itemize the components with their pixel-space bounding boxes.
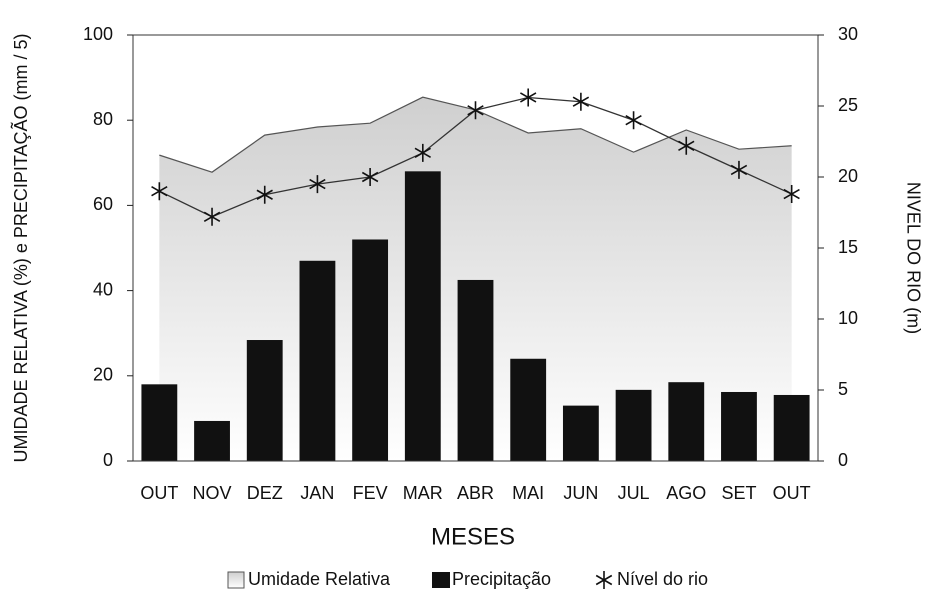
y2-tick-label: 20 (838, 166, 858, 186)
bar (615, 389, 652, 461)
bar (510, 358, 547, 461)
y-tick-label: 80 (93, 109, 113, 129)
bar (562, 405, 599, 461)
legend-label: Nível do rio (617, 569, 708, 589)
legend-item: Umidade Relativa (227, 569, 391, 589)
marker (151, 182, 168, 201)
x-axis-label: MESES (431, 523, 515, 550)
y2-tick-label: 5 (838, 379, 848, 399)
legend-label: Umidade Relativa (248, 569, 391, 589)
y-tick-label: 20 (93, 365, 113, 385)
legend-swatch (227, 571, 245, 589)
y2-tick-label: 0 (838, 450, 848, 470)
marker (572, 92, 590, 111)
y2-tick-label: 15 (838, 237, 858, 257)
bar (352, 239, 389, 461)
x-tick-label: JUL (618, 483, 650, 503)
bar (246, 340, 283, 461)
marker (203, 207, 221, 226)
bar (773, 394, 810, 461)
bar (721, 391, 757, 461)
bar (299, 260, 336, 461)
x-tick-label: SET (721, 483, 756, 503)
x-tick-label: JAN (300, 483, 334, 503)
bar (404, 171, 441, 461)
marker (361, 168, 379, 186)
marker (730, 160, 748, 179)
y2-tick-label: 10 (838, 308, 858, 328)
x-tick-label: OUT (773, 483, 811, 503)
legend-swatch (595, 571, 613, 589)
x-tick-label: FEV (353, 483, 388, 503)
legend-item: Precipitação (432, 569, 551, 589)
y2-tick-label: 25 (838, 95, 858, 115)
marker (309, 175, 326, 194)
x-tick-label: MAI (512, 483, 544, 503)
y-tick-label: 40 (93, 279, 113, 299)
y-tick-label: 60 (93, 194, 113, 214)
marker (625, 111, 642, 130)
bar (668, 382, 705, 461)
x-tick-label: DEZ (247, 483, 283, 503)
y-tick-label: 0 (103, 450, 113, 470)
y-tick-label: 100 (83, 24, 113, 44)
x-tick-label: MAR (403, 483, 443, 503)
marker (678, 136, 695, 155)
marker (519, 88, 537, 107)
marker (467, 101, 484, 120)
marker (414, 143, 432, 162)
x-tick-label: OUT (140, 483, 178, 503)
x-tick-label: JUN (563, 483, 598, 503)
x-tick-label: ABR (457, 483, 494, 503)
y2-axis-label: NIVEL DO RIO (m) (903, 182, 923, 334)
y-axis-label: UMIDADE RELATIVA (%) e PRECIPITAÇÃO (mm … (10, 33, 31, 462)
x-tick-label: NOV (193, 483, 232, 503)
x-tick-label: AGO (666, 483, 706, 503)
bar (141, 384, 178, 461)
legend-swatch (432, 572, 450, 588)
legend-item: Nível do rio (595, 569, 708, 589)
y2-tick-label: 30 (838, 24, 858, 44)
marker (783, 185, 800, 204)
legend-label: Precipitação (452, 569, 551, 589)
bar (457, 279, 494, 461)
marker (256, 185, 273, 204)
bar (194, 420, 230, 461)
